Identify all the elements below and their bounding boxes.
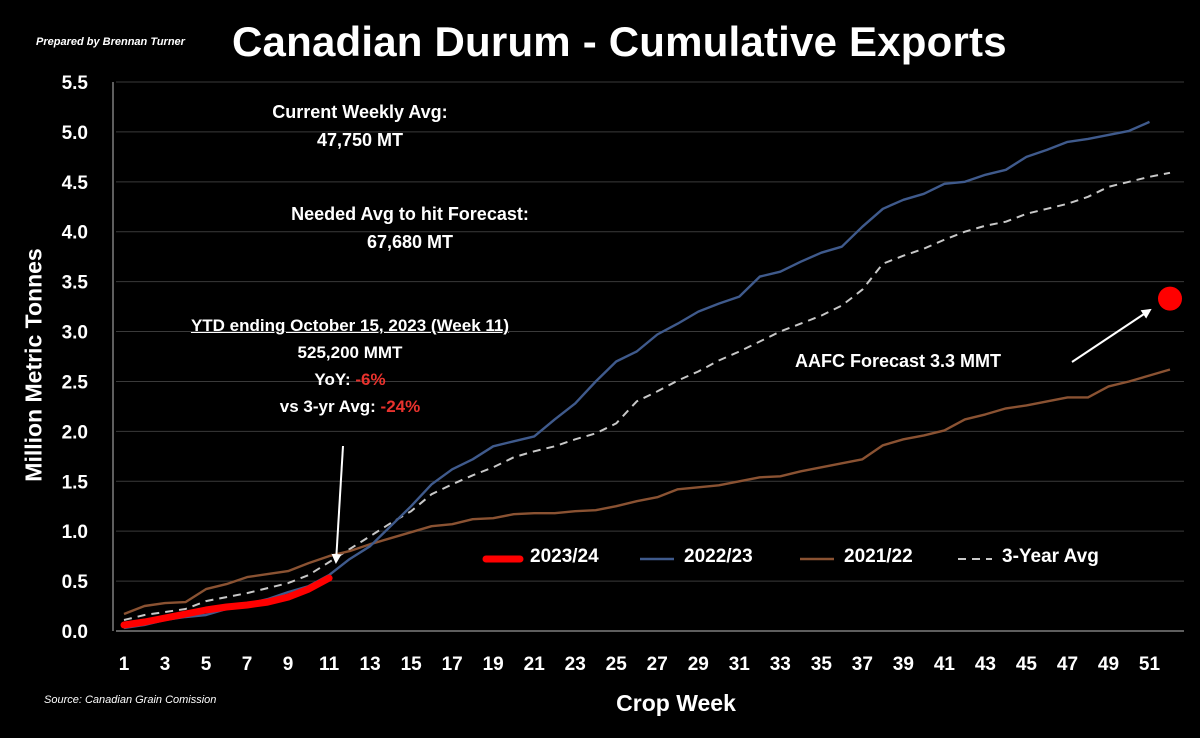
y-tick-label: 2.5	[62, 372, 89, 393]
weekly-avg-annotation: Current Weekly Avg: 47,750 MT	[200, 98, 520, 154]
y-tick-label: 4.5	[62, 173, 89, 194]
x-tick-label: 45	[1016, 654, 1038, 675]
needed-avg-value: 67,680 MT	[366, 232, 454, 252]
chart-title: Canadian Durum - Cumulative Exports	[232, 18, 1007, 65]
x-tick-label: 9	[283, 654, 294, 675]
legend-item-2022-23: 2022/23	[638, 546, 753, 568]
x-tick-label: 5	[201, 654, 212, 675]
legend-item-3yr-avg: 3-Year Avg	[956, 546, 1099, 568]
needed-avg-annotation: Needed Avg to hit Forecast: 67,680 MT	[230, 200, 590, 256]
y-axis-label: Million Metric Tonnes	[20, 248, 47, 482]
y-tick-label: 0.0	[62, 622, 88, 643]
x-tick-label: 15	[401, 654, 423, 675]
x-tick-label: 35	[811, 654, 833, 675]
x-tick-label: 49	[1098, 654, 1119, 675]
x-tick-label: 37	[852, 654, 873, 675]
legend-item-2023-24: 2023/24	[484, 546, 599, 568]
x-tick-label: 1	[119, 654, 130, 675]
x-tick-label: 51	[1139, 654, 1161, 675]
x-tick-label: 23	[565, 654, 586, 675]
x-tick-label: 27	[647, 654, 668, 675]
annotation-arrows	[331, 308, 1152, 564]
series-line-2021-22	[123, 368, 1171, 616]
x-tick-label: 39	[893, 654, 914, 675]
y-tick-label: 5.0	[62, 123, 88, 144]
weekly-avg-value: 47,750 MT	[316, 130, 404, 150]
yoy-value: -6%	[355, 370, 386, 389]
series-lines	[120, 120, 1182, 630]
vs-avg-value: -24%	[380, 397, 421, 416]
source-note: Source: Canadian Grain Comission	[44, 694, 217, 706]
legend-label-3yr-avg: 3-Year Avg	[1002, 546, 1099, 567]
y-tick-label: 2.0	[62, 422, 88, 443]
series-line-3-year-avg	[123, 171, 1171, 621]
legend-label-2021-22: 2021/22	[844, 546, 913, 567]
yoy-label: YoY:	[314, 370, 356, 389]
legend-item-2021-22: 2021/22	[798, 546, 913, 568]
x-tick-label: 19	[483, 654, 504, 675]
y-tick-label: 0.5	[62, 572, 89, 593]
x-tick-label: 3	[160, 654, 171, 675]
y-tick-label: 1.0	[62, 522, 88, 543]
vs-avg-line: vs 3-yr Avg: -24%	[130, 393, 570, 420]
x-tick-label: 17	[442, 654, 463, 675]
axes: 0.00.51.01.52.02.53.03.54.04.55.05.51 3 5 7…	[62, 73, 1184, 675]
y-tick-label: 3.0	[62, 323, 88, 344]
x-tick-label: 33	[770, 654, 791, 675]
x-tick-label: 41	[934, 654, 956, 675]
ytd-value: 525,200 MMT	[297, 343, 403, 362]
legend-label-2023-24: 2023/24	[530, 546, 599, 567]
x-tick-label: 13	[360, 654, 381, 675]
forecast-annotation: AAFC Forecast 3.3 MMT	[795, 351, 1002, 371]
ytd-annotation: YTD ending October 15, 2023 (Week 11) 52…	[130, 312, 570, 420]
legend-label-2022-23: 2022/23	[684, 546, 753, 567]
y-tick-label: 3.5	[62, 273, 89, 294]
weekly-avg-label: Current Weekly Avg:	[272, 102, 448, 122]
series-line-2022-23	[123, 120, 1150, 630]
x-tick-label: 25	[606, 654, 628, 675]
x-axis-label: Crop Week	[616, 690, 736, 716]
ytd-arrow	[331, 445, 344, 564]
x-tick-label: 31	[729, 654, 751, 675]
ytd-header: YTD ending October 15, 2023 (Week 11)	[190, 316, 510, 335]
x-tick-label: 47	[1057, 654, 1078, 675]
prepared-by: Prepared by Brennan Turner	[36, 36, 185, 48]
y-tick-label: 1.5	[62, 472, 89, 493]
x-tick-label: 11	[319, 654, 340, 675]
forecast-arrow	[1071, 308, 1152, 363]
forecast-point	[1158, 286, 1182, 311]
vs-avg-label: vs 3-yr Avg:	[279, 397, 381, 416]
needed-avg-label: Needed Avg to hit Forecast:	[291, 204, 529, 224]
x-tick-label: 29	[688, 654, 709, 675]
x-tick-label: 7	[242, 654, 253, 675]
y-tick-label: 5.5	[62, 73, 89, 94]
yoy-line: YoY: -6%	[130, 366, 570, 393]
series-line-2023-24	[120, 574, 333, 629]
y-tick-label: 4.0	[62, 223, 88, 244]
x-tick-label: 21	[524, 654, 546, 675]
grid-lines	[116, 81, 1184, 582]
x-tick-label: 43	[975, 654, 996, 675]
